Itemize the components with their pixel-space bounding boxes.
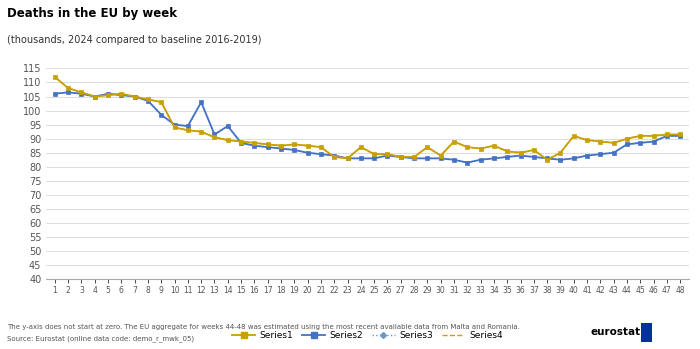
Text: (thousands, 2024 compared to baseline 2016-2019): (thousands, 2024 compared to baseline 20… [7,35,262,45]
Text: eurostat: eurostat [590,327,641,337]
Text: Source: Eurostat (online data code: demo_r_mwk_05): Source: Eurostat (online data code: demo… [7,335,194,342]
Legend: Series1, Series2, Series3, Series4: Series1, Series2, Series3, Series4 [229,328,506,344]
Text: The y-axis does not start at zero. The EU aggregate for weeks 44-48 was estimate: The y-axis does not start at zero. The E… [7,324,520,330]
Text: Deaths in the EU by week: Deaths in the EU by week [7,7,177,20]
